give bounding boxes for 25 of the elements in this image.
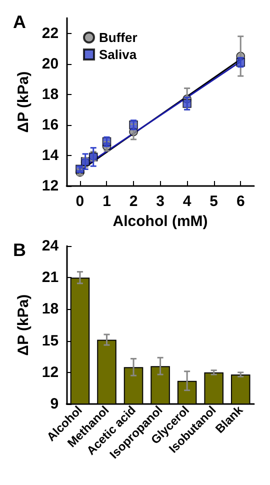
x-tick-label: 2	[129, 193, 138, 210]
chart-title: B	[13, 240, 26, 260]
y-tick-label: 22	[42, 24, 59, 42]
y-axis-title: ΔP (kPa)	[15, 294, 32, 356]
y-tick-label: 15	[42, 332, 59, 350]
y-tick-label: 12	[42, 178, 59, 194]
x-tick-label: 5	[210, 193, 218, 210]
x-tick-label: 3	[156, 193, 164, 210]
x-tick-label: 6	[236, 193, 245, 210]
y-tick-label: 18	[42, 86, 59, 103]
y-tick-label: 16	[42, 116, 59, 134]
x-tick-label: 1	[102, 193, 111, 210]
y-tick-label: 20	[42, 55, 59, 72]
y-tick-label: 21	[42, 269, 59, 286]
chart-title: A	[13, 12, 26, 32]
x-axis-title: Alcohol (mM)	[112, 213, 208, 230]
y-tick-label: 24	[42, 238, 60, 254]
x-tick-label: 0	[76, 193, 84, 210]
legend-label: Saliva	[99, 47, 138, 62]
y-axis-title: ΔP (kPa)	[15, 71, 32, 133]
legend-label: Buffer	[99, 30, 138, 45]
y-tick-label: 18	[42, 300, 59, 318]
x-tick-label: 4	[182, 193, 192, 210]
y-tick-label: 12	[42, 364, 59, 381]
y-tick-label: 14	[42, 146, 60, 164]
